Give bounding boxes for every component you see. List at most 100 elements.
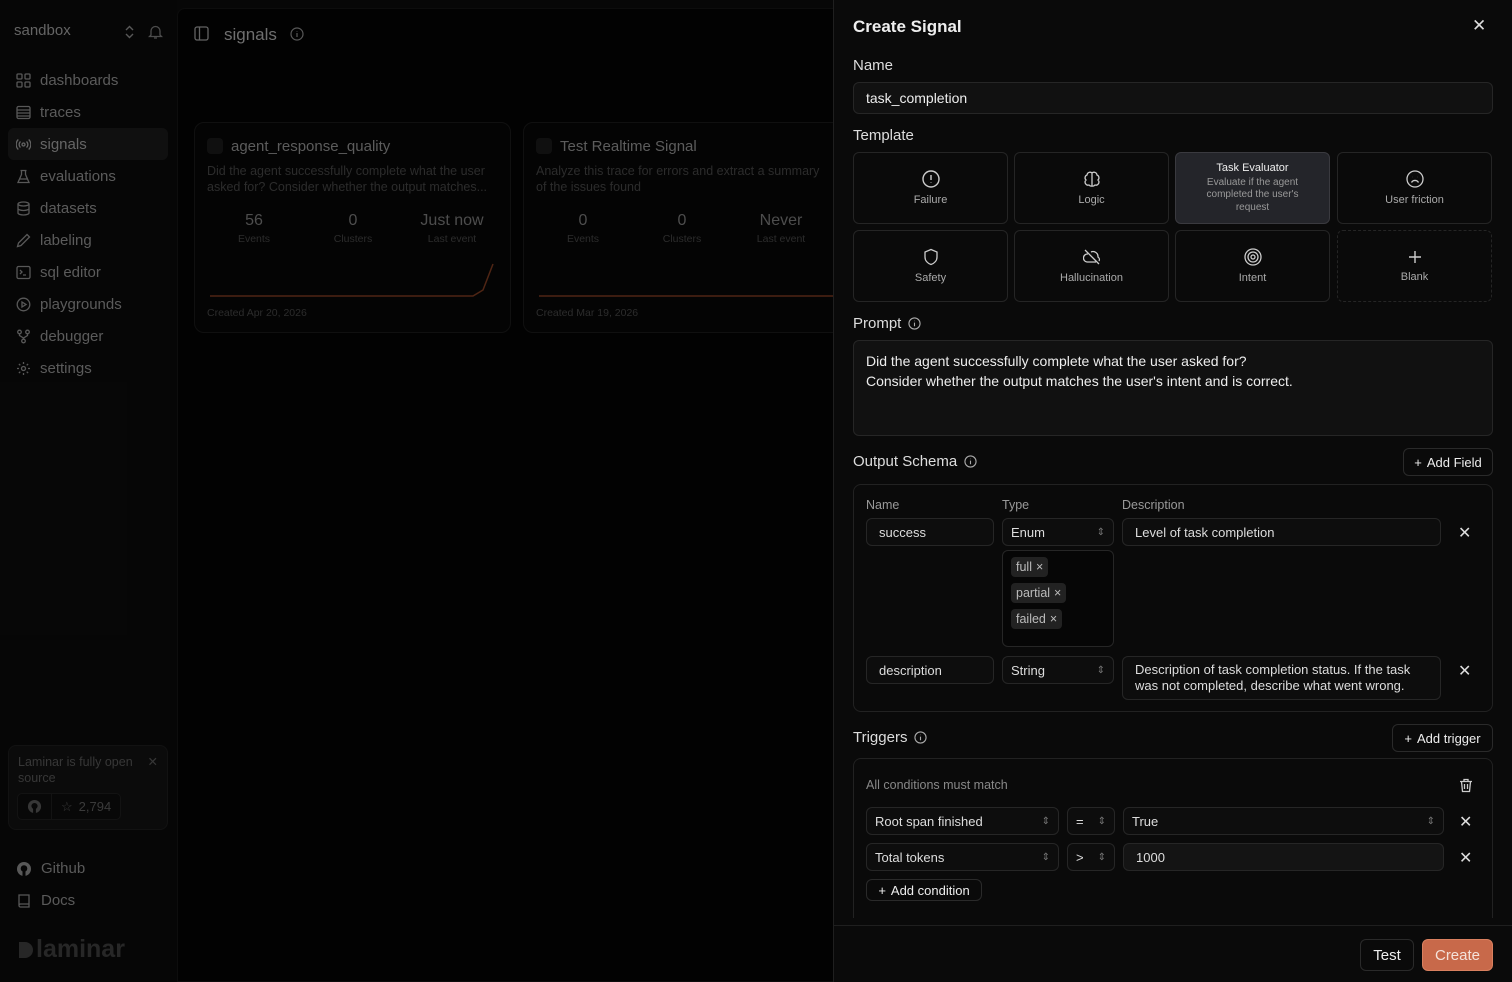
field-type-select[interactable]: Enum ⇕ bbox=[1002, 518, 1114, 546]
close-icon[interactable]: ✕ bbox=[147, 755, 158, 769]
sidebar-item-signals[interactable]: signals bbox=[8, 128, 168, 160]
sidebar-item-traces[interactable]: traces bbox=[8, 96, 168, 128]
template-safety[interactable]: Safety bbox=[853, 230, 1008, 302]
template-failure[interactable]: Failure bbox=[853, 152, 1008, 224]
condition-field-select[interactable]: Root span finished ⇕ bbox=[866, 807, 1059, 835]
card-checkbox[interactable] bbox=[536, 138, 552, 154]
sidebar-item-labeling[interactable]: labeling bbox=[8, 224, 168, 256]
close-icon[interactable]: ✕ bbox=[1472, 16, 1487, 35]
enum-tag: full × bbox=[1011, 557, 1049, 577]
prompt-textarea[interactable]: Did the agent successfully complete what… bbox=[853, 340, 1493, 436]
info-icon[interactable] bbox=[914, 731, 928, 744]
sidebar-item-settings[interactable]: settings bbox=[8, 352, 168, 384]
add-condition-button[interactable]: + Add condition bbox=[866, 879, 982, 901]
add-trigger-button[interactable]: + Add trigger bbox=[1392, 724, 1493, 752]
git-fork-icon bbox=[17, 329, 30, 343]
condition-operator-select[interactable]: = ⇕ bbox=[1067, 807, 1115, 835]
trash-icon[interactable] bbox=[1459, 778, 1473, 793]
remove-condition-icon[interactable]: ✕ bbox=[1459, 814, 1473, 831]
modal-backdrop[interactable] bbox=[0, 0, 833, 982]
chevrons-up-down-icon: ⇕ bbox=[1426, 815, 1435, 827]
last-event: Just now bbox=[420, 212, 484, 229]
template-user-friction[interactable]: User friction bbox=[1337, 152, 1492, 224]
sidebar-item-debugger[interactable]: debugger bbox=[8, 320, 168, 352]
sidebar-item-label: playgrounds bbox=[40, 295, 122, 313]
enum-values-box[interactable]: full × partial × failed × bbox=[1002, 550, 1114, 647]
field-name-input[interactable]: success bbox=[866, 518, 994, 546]
condition-field-value: Root span finished bbox=[875, 813, 983, 829]
sidebar-toggle-icon[interactable] bbox=[194, 26, 209, 41]
sidebar-item-label: sql editor bbox=[40, 263, 101, 281]
events-sparkline bbox=[210, 263, 494, 297]
remove-condition-icon[interactable]: ✕ bbox=[1459, 850, 1473, 867]
template-intent[interactable]: Intent bbox=[1175, 230, 1330, 302]
condition-field-select[interactable]: Total tokens ⇕ bbox=[866, 843, 1059, 871]
sidebar-item-datasets[interactable]: datasets bbox=[8, 192, 168, 224]
template-hallucination[interactable]: Hallucination bbox=[1014, 230, 1169, 302]
condition-operator-value: > bbox=[1076, 849, 1084, 865]
github-link[interactable]: Github bbox=[16, 860, 85, 877]
card-checkbox[interactable] bbox=[207, 138, 223, 154]
template-logic[interactable]: Logic bbox=[1014, 152, 1169, 224]
enum-tag: failed × bbox=[1011, 609, 1063, 629]
sidebar-item-label: labeling bbox=[40, 231, 92, 249]
chevrons-up-down-icon: ⇕ bbox=[1097, 851, 1106, 863]
field-description-input[interactable]: Level of task completion bbox=[1122, 518, 1441, 546]
signal-card[interactable]: Test Realtime Signal Analyze this trace … bbox=[523, 122, 853, 333]
template-blank[interactable]: Blank bbox=[1337, 230, 1492, 302]
workspace-name[interactable]: sandbox bbox=[14, 22, 71, 39]
sidebar-item-dashboards[interactable]: dashboards bbox=[8, 64, 168, 96]
github-label: Github bbox=[41, 860, 86, 877]
docs-link[interactable]: Docs bbox=[16, 892, 75, 909]
remove-tag-icon[interactable]: × bbox=[1049, 612, 1058, 626]
sidebar-item-sql-editor[interactable]: sql editor bbox=[8, 256, 168, 288]
sidebar-item-label: evaluations bbox=[40, 167, 116, 185]
card-title: Test Realtime Signal bbox=[560, 138, 697, 155]
sidebar-nav: dashboards traces signals evaluations da… bbox=[8, 64, 168, 384]
template-grid: Failure Logic Task Evaluator Evaluate if … bbox=[853, 152, 1494, 302]
info-icon[interactable] bbox=[964, 455, 977, 468]
enum-tag-label: full bbox=[1016, 560, 1032, 574]
triggers-label-text: Triggers bbox=[853, 729, 908, 746]
remove-tag-icon[interactable]: × bbox=[1035, 560, 1044, 574]
chevrons-up-down-icon: ⇕ bbox=[1041, 815, 1050, 827]
card-title: agent_response_quality bbox=[231, 138, 391, 155]
chevrons-up-down-icon: ⇕ bbox=[1041, 851, 1050, 863]
condition-value-select[interactable]: True ⇕ bbox=[1123, 807, 1444, 835]
condition-value-input[interactable]: 1000 bbox=[1123, 843, 1444, 871]
star-count[interactable]: ☆ 2,794 bbox=[51, 794, 120, 819]
info-icon[interactable] bbox=[290, 27, 304, 41]
sidebar-item-evaluations[interactable]: evaluations bbox=[8, 160, 168, 192]
template-label: Task Evaluator bbox=[1216, 161, 1289, 174]
name-input[interactable]: task_completion bbox=[853, 82, 1493, 114]
sidebar-item-playgrounds[interactable]: playgrounds bbox=[8, 288, 168, 320]
info-icon[interactable] bbox=[908, 317, 921, 330]
remove-field-icon[interactable]: ✕ bbox=[1458, 663, 1472, 680]
cloud-off-icon bbox=[1082, 249, 1100, 265]
add-field-button[interactable]: + Add Field bbox=[1403, 448, 1493, 476]
bell-icon[interactable] bbox=[148, 24, 163, 40]
plus-icon bbox=[1408, 251, 1421, 263]
template-task-evaluator[interactable]: Task Evaluator Evaluate if the agent comp… bbox=[1175, 152, 1330, 224]
add-condition-label: Add condition bbox=[890, 882, 970, 898]
remove-field-icon[interactable]: ✕ bbox=[1458, 525, 1472, 542]
template-description: Evaluate if the agent completed the user… bbox=[1206, 176, 1299, 213]
card-description: Analyze this trace for errors and extrac… bbox=[536, 164, 820, 194]
remove-tag-icon[interactable]: × bbox=[1054, 586, 1062, 600]
condition-operator-select[interactable]: > ⇕ bbox=[1067, 843, 1115, 871]
laminar-logo: laminar bbox=[18, 935, 125, 964]
chevrons-up-down-icon[interactable] bbox=[124, 24, 135, 40]
promo-text: Laminar is fully open source bbox=[18, 755, 133, 785]
field-description-input[interactable]: Description of task completion status. I… bbox=[1122, 656, 1441, 700]
field-type-select[interactable]: String ⇕ bbox=[1002, 656, 1114, 684]
github-star-widget[interactable]: ☆ 2,794 bbox=[17, 793, 122, 820]
create-button[interactable]: Create bbox=[1422, 939, 1493, 971]
signal-card[interactable]: agent_response_quality Did the agent suc… bbox=[194, 122, 511, 333]
test-button[interactable]: Test bbox=[1360, 939, 1414, 971]
github-icon[interactable] bbox=[18, 794, 51, 819]
field-type-value: Enum bbox=[1011, 524, 1045, 540]
template-label: Blank bbox=[1400, 271, 1429, 283]
panel-title: Create Signal bbox=[853, 17, 962, 36]
field-name-input[interactable]: description bbox=[866, 656, 994, 684]
enum-tag: partial × bbox=[1011, 583, 1067, 603]
